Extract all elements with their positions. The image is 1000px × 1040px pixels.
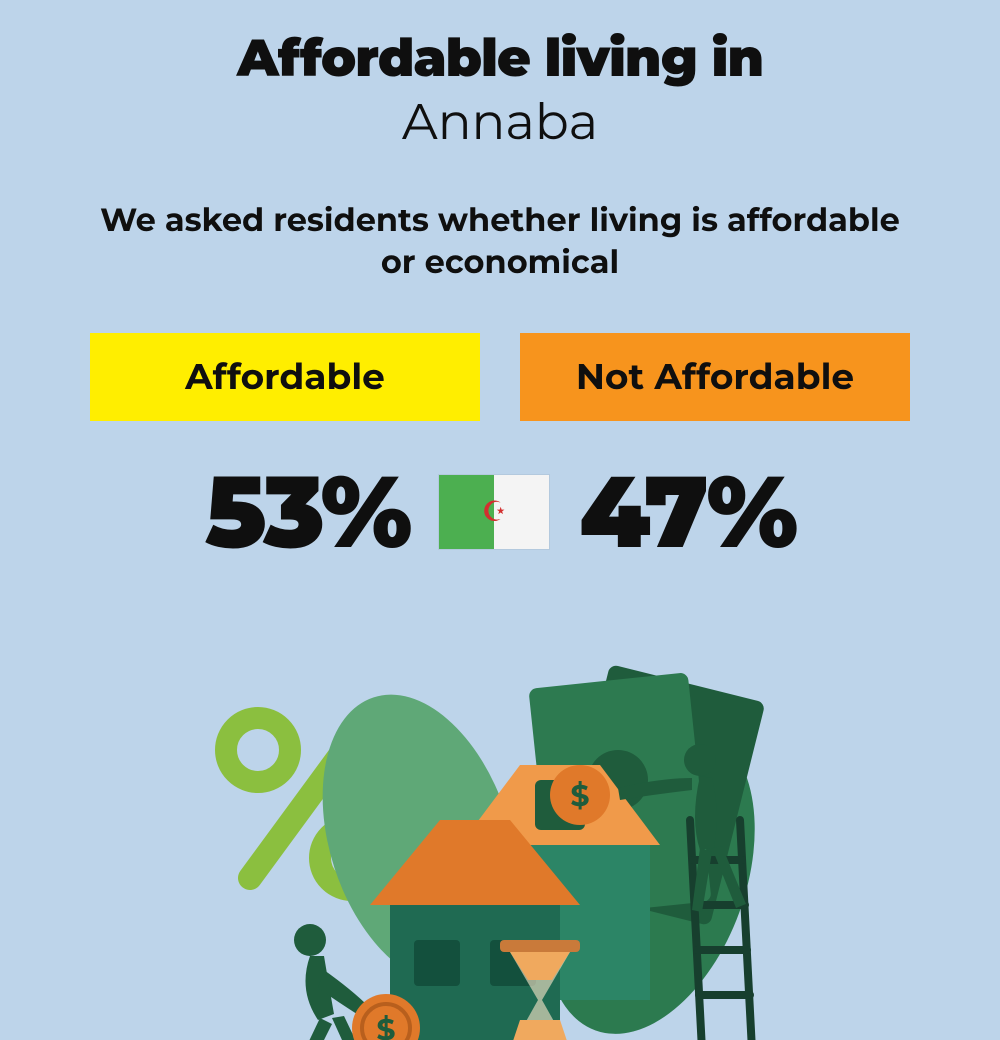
survey-question: We asked residents whether living is aff… xyxy=(60,200,940,283)
illustration-icon: $ $ xyxy=(180,620,820,1040)
percent-affordable: 53% xyxy=(205,451,410,573)
flag-emblem-icon: ☪︎ xyxy=(482,498,507,526)
flag-icon: ☪︎ xyxy=(439,475,549,549)
percent-row: 53% ☪︎ 47% xyxy=(60,451,940,573)
page-title: Affordable living in xyxy=(60,30,940,87)
percent-not-affordable: 47% xyxy=(579,451,795,573)
options-row: Affordable Not Affordable xyxy=(60,333,940,421)
option-label-not-affordable: Not Affordable xyxy=(520,333,910,421)
option-not-affordable: Not Affordable xyxy=(520,333,910,421)
svg-text:$: $ xyxy=(570,777,589,814)
option-label-affordable: Affordable xyxy=(90,333,480,421)
svg-text:$: $ xyxy=(376,1011,395,1040)
option-affordable: Affordable xyxy=(90,333,480,421)
city-name: Annaba xyxy=(60,91,940,152)
